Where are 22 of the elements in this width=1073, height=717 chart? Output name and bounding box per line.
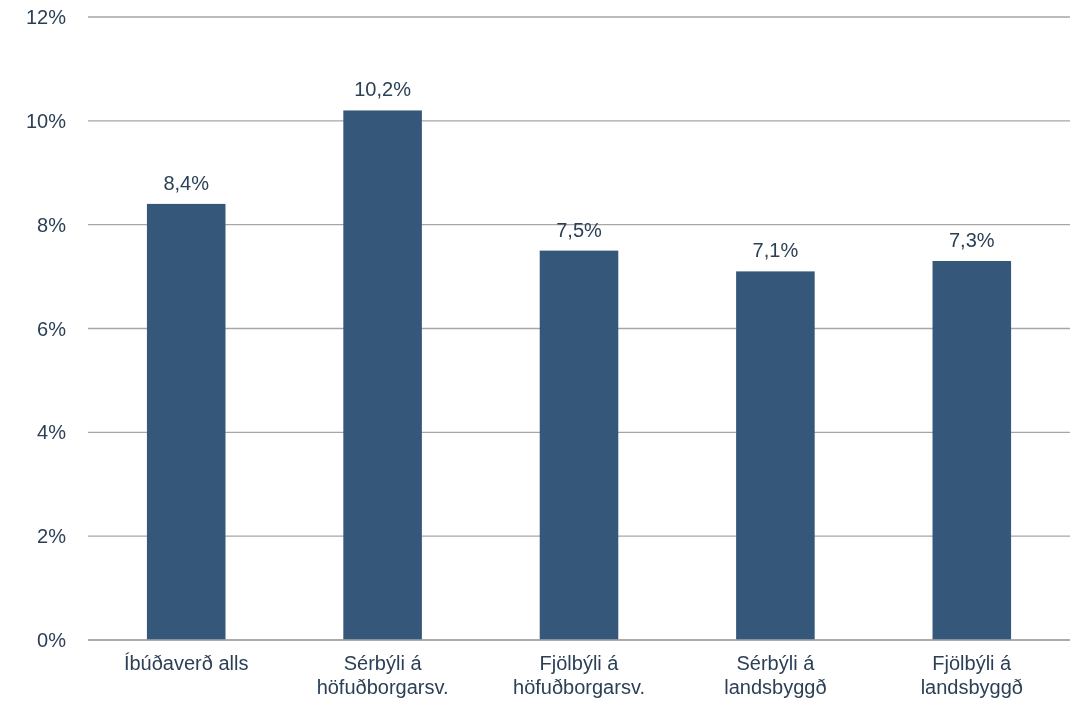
y-tick-label: 2% (37, 525, 67, 548)
data-label: 7,3% (949, 229, 995, 252)
y-tick-label: 12% (25, 6, 67, 28)
bar (343, 110, 422, 640)
x-tick-label: Sérbýli á landsbyggð (724, 652, 827, 698)
y-tick-label: 4% (37, 421, 67, 444)
data-label: 10,2% (354, 78, 412, 101)
x-tick-label: Fjölbýli á landsbyggð (920, 652, 1023, 698)
bar (736, 271, 815, 640)
x-tick-label: Sérbýli á höfuðborgarsv. (316, 652, 449, 698)
data-label: 7,1% (752, 239, 799, 262)
y-tick-label: 10% (25, 109, 67, 132)
y-tick-label: 6% (37, 317, 67, 340)
bar (932, 261, 1012, 640)
bar (146, 203, 226, 640)
data-label: 7,5% (556, 218, 603, 241)
bar (539, 250, 619, 640)
data-label: 8,4% (163, 171, 210, 194)
y-tick-label: 0% (37, 629, 67, 651)
x-tick-label: Fjölbýli á höfuðborgarsv. (513, 652, 645, 698)
x-tick-label: Íbúðaverð alls (123, 652, 249, 674)
y-tick-label: 8% (37, 213, 67, 236)
